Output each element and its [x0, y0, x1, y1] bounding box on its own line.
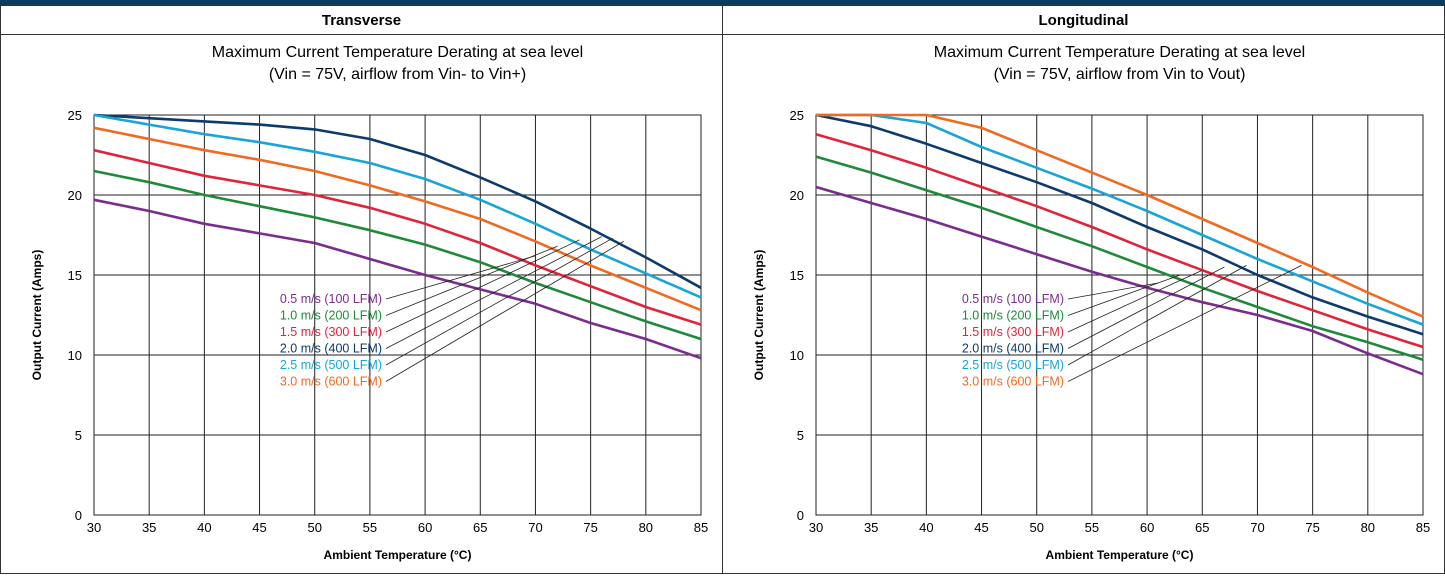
legend-label: 0.5 m/s (100 LFM) — [962, 292, 1064, 306]
x-tick-label: 65 — [473, 520, 487, 535]
series-line — [93, 113, 702, 299]
legend-label: 1.0 m/s (200 LFM) — [962, 309, 1064, 323]
legend-leader-line — [1067, 282, 1159, 300]
plot-frame — [815, 114, 1424, 516]
top-color-bar — [0, 0, 1445, 5]
transverse-panel: Transverse Maximum Current Temperature D… — [0, 5, 723, 574]
y-tick-label: 10 — [790, 348, 804, 363]
longitudinal-panel: Longitudinal Maximum Current Temperature… — [722, 5, 1445, 574]
series-line — [815, 132, 1424, 349]
chart-subtitle: (Vin = 75V, airflow from Vin- to Vin+) — [269, 66, 526, 83]
legend-label: 2.0 m/s (400 LFM) — [280, 342, 382, 356]
x-tick-label: 55 — [363, 520, 377, 535]
x-tick-label: 45 — [974, 520, 988, 535]
series-line — [816, 113, 1424, 326]
x-tick-label: 60 — [1140, 520, 1154, 535]
x-tick-label: 50 — [307, 520, 321, 535]
y-tick-label: 10 — [68, 348, 82, 363]
legend-leader-line — [385, 241, 624, 382]
legend-leader-line — [1067, 265, 1302, 382]
y-tick-label: 25 — [68, 108, 82, 123]
y-axis-label: Output Current (Amps) — [752, 250, 766, 381]
x-tick-label: 80 — [1361, 520, 1375, 535]
x-tick-label: 85 — [1416, 520, 1430, 535]
series-line — [93, 113, 702, 289]
x-tick-label: 45 — [252, 520, 266, 535]
series-line — [816, 113, 1424, 318]
x-axis-label: Ambient Temperature (°C) — [1046, 548, 1194, 562]
x-tick-label: 55 — [1085, 520, 1099, 535]
series-line — [93, 198, 702, 360]
legend-label: 1.5 m/s (300 LFM) — [962, 325, 1064, 339]
series-line — [93, 148, 702, 326]
x-tick-label: 30 — [87, 520, 101, 535]
y-tick-label: 25 — [790, 108, 804, 123]
x-tick-label: 60 — [418, 520, 432, 535]
y-tick-label: 0 — [75, 508, 82, 523]
legend-leader-line — [385, 236, 602, 349]
chart-title: Maximum Current Temperature Derating at … — [934, 44, 1305, 61]
series-line — [815, 185, 1424, 376]
chart-subtitle: (Vin = 75V, airflow from Vin to Vout) — [994, 66, 1246, 83]
legend-label: 0.5 m/s (100 LFM) — [280, 292, 382, 306]
x-tick-label: 70 — [1250, 520, 1264, 535]
plot-frame — [93, 114, 702, 516]
series-line — [815, 113, 1424, 336]
legend-leader-line — [385, 237, 613, 366]
legend-label: 3.0 m/s (600 LFM) — [962, 375, 1064, 389]
x-tick-label: 40 — [197, 520, 211, 535]
x-tick-label: 80 — [639, 520, 653, 535]
x-tick-label: 70 — [528, 520, 542, 535]
y-tick-label: 15 — [68, 268, 82, 283]
y-axis-label: Output Current (Amps) — [30, 250, 44, 381]
x-tick-label: 35 — [864, 520, 878, 535]
panel-header: Transverse — [1, 6, 722, 35]
longitudinal-derating-chart: Maximum Current Temperature Derating at … — [752, 44, 1430, 562]
x-tick-label: 85 — [694, 520, 708, 535]
y-tick-label: 5 — [75, 428, 82, 443]
y-tick-label: 5 — [797, 428, 804, 443]
panel-header-label: Longitudinal — [1038, 11, 1129, 29]
legend-leader-line — [1067, 269, 1203, 333]
legend-leader-line — [1067, 265, 1247, 366]
legend-label: 1.5 m/s (300 LFM) — [280, 325, 382, 339]
x-tick-label: 35 — [142, 520, 156, 535]
transverse-derating-chart: Maximum Current Temperature Derating at … — [30, 44, 708, 562]
legend-label: 2.5 m/s (500 LFM) — [962, 358, 1064, 372]
y-tick-label: 15 — [790, 268, 804, 283]
series-line — [93, 169, 702, 341]
legend-label: 2.5 m/s (500 LFM) — [280, 358, 382, 372]
x-tick-label: 50 — [1029, 520, 1043, 535]
y-tick-label: 20 — [790, 188, 804, 203]
series-line — [93, 126, 702, 312]
legend-label: 2.0 m/s (400 LFM) — [962, 342, 1064, 356]
y-tick-label: 20 — [68, 188, 82, 203]
series-line — [815, 155, 1424, 362]
x-tick-label: 75 — [1305, 520, 1319, 535]
x-tick-label: 40 — [919, 520, 933, 535]
x-tick-label: 65 — [1195, 520, 1209, 535]
legend-leader-line — [385, 255, 536, 300]
legend-leader-line — [385, 245, 558, 316]
y-tick-label: 0 — [797, 508, 804, 523]
x-tick-label: 75 — [583, 520, 597, 535]
x-axis-label: Ambient Temperature (°C) — [324, 548, 472, 562]
legend-label: 3.0 m/s (600 LFM) — [280, 375, 382, 389]
x-tick-label: 30 — [809, 520, 823, 535]
chart-title: Maximum Current Temperature Derating at … — [212, 44, 583, 61]
legend-label: 1.0 m/s (200 LFM) — [280, 309, 382, 323]
legend-leader-line — [385, 239, 580, 333]
legend-leader-line — [1067, 266, 1225, 349]
panel-header: Longitudinal — [723, 6, 1444, 35]
legend-leader-line — [1067, 274, 1181, 316]
panel-header-label: Transverse — [321, 11, 402, 29]
